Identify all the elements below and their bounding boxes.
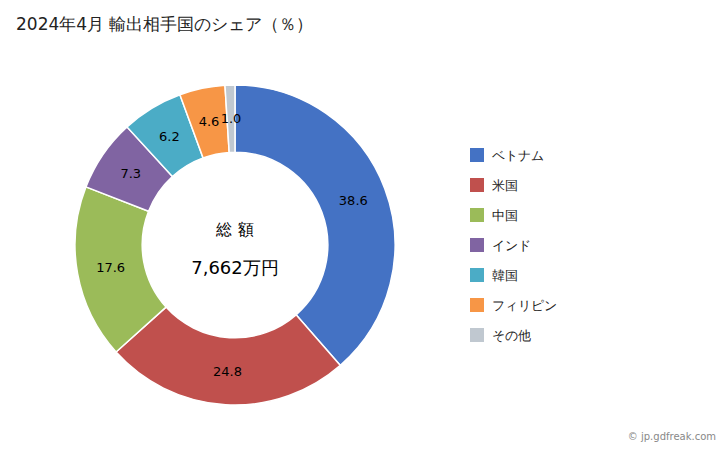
data-label: 24.8 [213,364,242,379]
background [0,0,728,450]
data-label: 7.3 [120,166,141,181]
data-labels: 38.6 24.8 17.6 7.3 6.2 4.61.0 [96,111,368,379]
legend-swatch [470,208,484,222]
center-label: 総 額 [215,220,253,239]
title: 2024年4月 輸出相手国のシェア（％） [16,14,313,34]
legend-swatch [470,328,484,342]
legend-label: インド [492,238,531,253]
slice [235,85,395,365]
legend: ベトナム米国中国インド韓国フィリピンその他 [470,148,557,343]
data-label: 38.6 [339,193,368,208]
legend-label: 米国 [492,178,518,193]
legend-swatch [470,298,484,312]
data-label: 17.6 [96,260,125,275]
slice [75,187,166,352]
legend-label: フィリピン [492,298,557,313]
center-label: 7,662万円 [191,257,279,278]
watermark: © jp.gdfreak.com [628,431,716,442]
chart: 2024年4月 輸出相手国のシェア（％） 38.6 24.8 17.6 7.3 6.2 4.… [0,0,728,450]
slices [75,85,395,405]
data-label: 6.2 [159,129,180,144]
data-label: 1.0 [221,111,242,126]
legend-swatch [470,268,484,282]
legend-label: ベトナム [492,148,544,163]
legend-label: 韓国 [492,268,518,283]
data-label: 4.6 [199,114,220,129]
legend-swatch [470,148,484,162]
legend-swatch [470,178,484,192]
legend-label: 中国 [492,208,518,223]
legend-label: その他 [492,328,531,343]
legend-swatch [470,238,484,252]
